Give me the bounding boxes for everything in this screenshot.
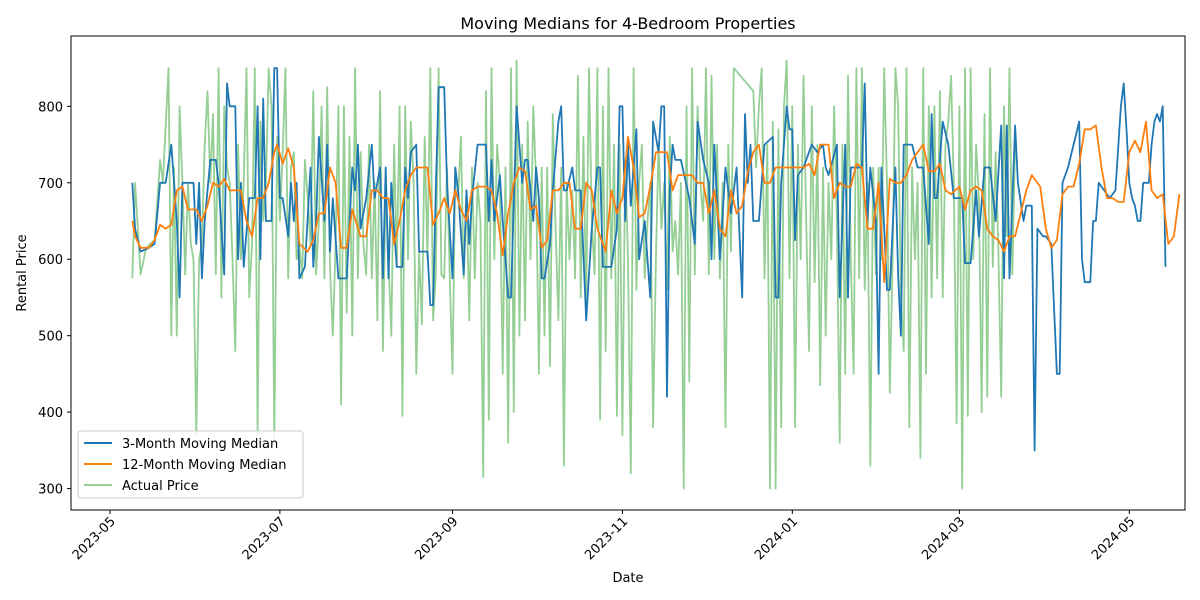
plot-frame [70,35,1186,511]
series-line-3-month-moving-median [131,67,1167,452]
y-tick-label: 400 [38,406,63,421]
y-axis-title: Rental Price [15,234,30,311]
legend-label: 3-Month Moving Median [122,437,278,452]
y-tick-label: 700 [38,177,63,192]
legend-label: Actual Price [122,479,199,494]
x-axis-title: Date [612,571,643,586]
y-tick-label: 600 [38,253,63,268]
y-tick-label: 500 [38,330,63,345]
series-line-12-month-moving-median [131,120,1181,284]
series-layer [131,59,1181,490]
chart-title: Moving Medians for 4-Bedroom Properties [460,14,795,33]
legend-label: 12-Month Moving Median [122,458,287,473]
legend-box [77,430,304,499]
legend: 3-Month Moving Median 12-Month Moving Med… [77,430,304,499]
y-tick-label: 800 [38,100,63,115]
y-axis: 300 400 500 600 700 800 [38,100,71,498]
y-tick-label: 300 [38,483,63,498]
